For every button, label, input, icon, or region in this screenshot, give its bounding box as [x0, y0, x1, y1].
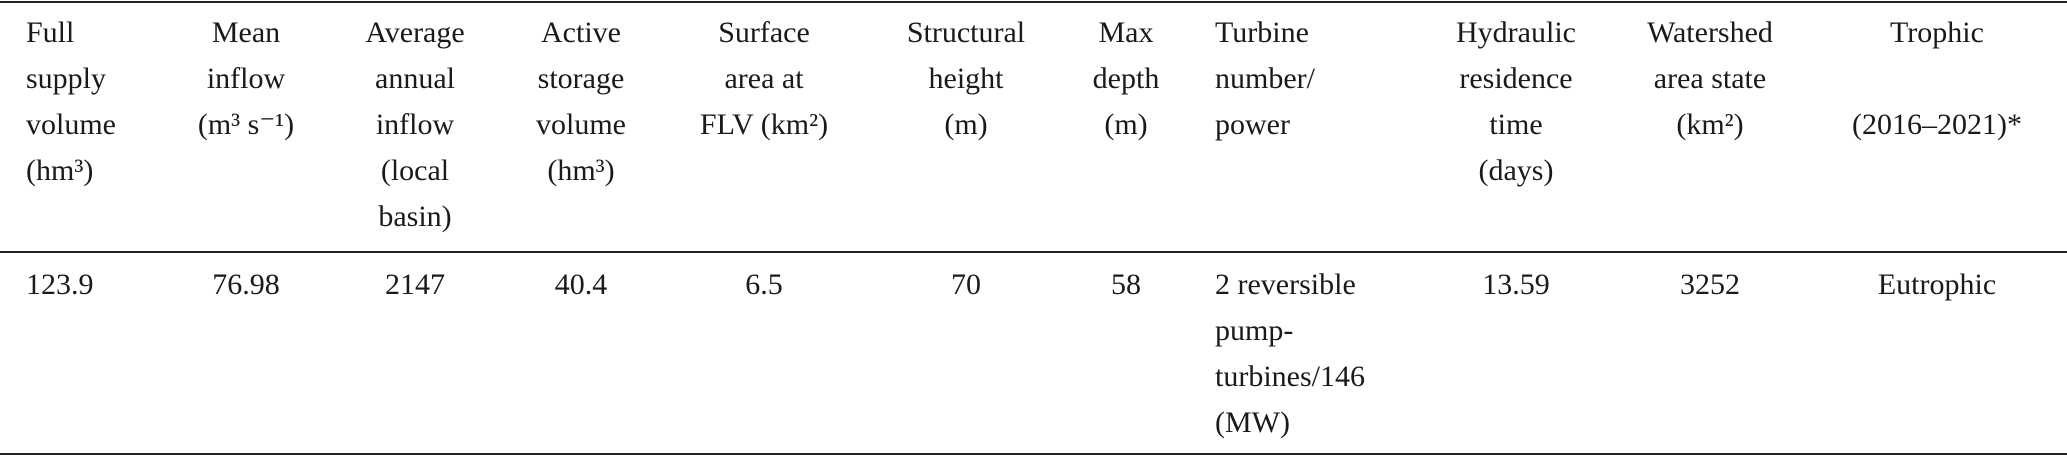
header-cell: area state	[1653, 62, 1767, 95]
body-cell: 76.98	[212, 268, 280, 301]
header-cell: power	[1215, 108, 1290, 141]
body-cell: 58	[1111, 268, 1141, 301]
bottom-rule	[0, 453, 2067, 455]
header-cell: (local	[380, 154, 450, 187]
header-cell: (days)	[1478, 154, 1554, 187]
header-cell: Surface	[718, 16, 810, 49]
header-cell: Watershed	[1647, 16, 1773, 49]
header-cell: height	[928, 62, 1004, 95]
header-cell: Average	[365, 16, 465, 49]
body-cell: 123.9	[26, 268, 94, 301]
body-cell: 6.5	[745, 268, 783, 301]
header-cell: number/	[1215, 62, 1315, 95]
header-cell: (km²)	[1676, 108, 1744, 141]
body-cell: 70	[951, 268, 981, 301]
header-cell: (m)	[1104, 108, 1148, 141]
body-cell: 13.59	[1482, 268, 1550, 301]
body-cell: 2147	[385, 268, 445, 301]
header-cell: (m)	[944, 108, 988, 141]
header-cell: inflow	[206, 62, 286, 95]
header-cell: depth	[1092, 62, 1160, 95]
header-cell: supply	[26, 62, 107, 95]
top-rule	[0, 1, 2067, 3]
header-cell: volume	[26, 108, 116, 141]
header-cell: (hm³)	[547, 154, 615, 187]
body-cell: (MW)	[1215, 406, 1290, 439]
header-cell: residence	[1459, 62, 1573, 95]
header-cell: time	[1489, 108, 1543, 141]
body-cell: 3252	[1680, 268, 1740, 301]
header-cell: FLV (km²)	[699, 108, 829, 141]
header-cell: Mean	[211, 16, 281, 49]
body-cell: Eutrophic	[1877, 268, 1997, 301]
header-cell: storage	[537, 62, 625, 95]
header-cell: area at	[724, 62, 804, 95]
mid-rule	[0, 251, 2067, 253]
header-cell: (hm³)	[26, 154, 94, 187]
header-cell: Max	[1098, 16, 1154, 49]
body-cell: pump-	[1215, 314, 1294, 347]
header-cell: (m³ s⁻¹)	[197, 108, 295, 141]
header-cell: annual	[375, 62, 455, 95]
header-cell: Hydraulic	[1456, 16, 1576, 49]
header-cell: Turbine	[1215, 16, 1309, 49]
header-cell: volume	[536, 108, 626, 141]
body-cell: 2 reversible	[1215, 268, 1356, 301]
header-cell: inflow	[375, 108, 455, 141]
header-cell: (2016–2021)*	[1852, 108, 2022, 141]
header-cell: Full	[26, 16, 75, 49]
header-cell: basin)	[378, 200, 452, 233]
header-cell: Active	[541, 16, 621, 49]
body-cell: 40.4	[554, 268, 608, 301]
body-cell: turbines/146	[1215, 360, 1365, 393]
header-cell: Structural	[906, 16, 1026, 49]
header-cell: Trophic	[1890, 16, 1984, 49]
